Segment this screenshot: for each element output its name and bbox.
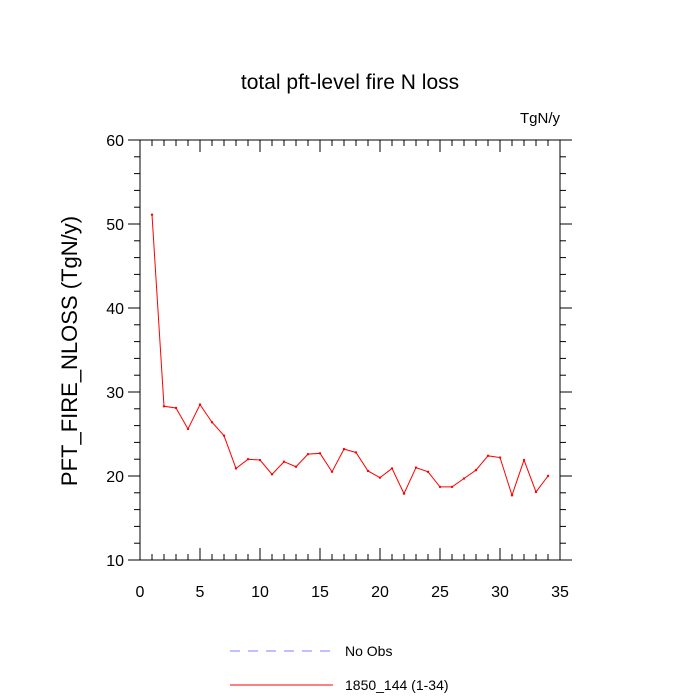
data-point bbox=[378, 476, 382, 479]
plot-frame bbox=[139, 139, 561, 561]
legend: No Obs 1850_144 (1-34) bbox=[230, 643, 449, 693]
data-point bbox=[498, 456, 502, 459]
data-point bbox=[294, 465, 298, 468]
data-point bbox=[450, 485, 454, 489]
data-point bbox=[246, 458, 250, 461]
data-point bbox=[198, 403, 202, 406]
data-point bbox=[486, 454, 490, 458]
data-point bbox=[186, 427, 190, 431]
data-point bbox=[306, 452, 310, 456]
x-tick-label: 0 bbox=[136, 584, 145, 601]
data-point bbox=[438, 485, 442, 489]
y-tick-label: 20 bbox=[106, 469, 124, 486]
chart-title: total pft-level fire N loss bbox=[241, 71, 459, 94]
data-point bbox=[282, 460, 286, 463]
data-point bbox=[390, 467, 394, 470]
x-tick-label: 15 bbox=[311, 584, 329, 601]
data-point bbox=[222, 434, 226, 437]
x-tick-label: 20 bbox=[371, 584, 389, 601]
units-label: TgN/y bbox=[520, 110, 561, 127]
legend-label: No Obs bbox=[345, 643, 392, 659]
axis-tick-labels: 0 5 10 15 20 25 30 35 10 20 30 40 50 60 bbox=[106, 133, 569, 601]
y-tick-label: 10 bbox=[106, 553, 124, 570]
data-point bbox=[414, 466, 418, 469]
y-tick-label: 50 bbox=[106, 217, 124, 234]
y-tick-label: 30 bbox=[106, 385, 124, 402]
y-tick-label: 60 bbox=[106, 133, 124, 150]
axis-ticks bbox=[128, 139, 572, 561]
data-point bbox=[510, 494, 514, 497]
data-point bbox=[162, 405, 166, 408]
data-point bbox=[402, 492, 406, 495]
data-point bbox=[270, 473, 274, 476]
data-point bbox=[426, 470, 430, 473]
data-point bbox=[462, 477, 466, 480]
data-point bbox=[354, 451, 358, 454]
data-point bbox=[534, 490, 538, 494]
data-point bbox=[366, 469, 370, 473]
data-point bbox=[210, 421, 214, 424]
data-point bbox=[522, 458, 526, 462]
data-point bbox=[150, 213, 154, 216]
data-series bbox=[150, 213, 550, 497]
data-point bbox=[474, 468, 478, 472]
x-tick-label: 10 bbox=[251, 584, 269, 601]
y-tick-label: 40 bbox=[106, 301, 124, 318]
y-axis-label: PFT_FIRE_NLOSS (TgN/y) bbox=[57, 216, 82, 486]
data-point bbox=[342, 447, 346, 451]
data-point bbox=[318, 452, 322, 455]
legend-label: 1850_144 (1-34) bbox=[345, 677, 449, 693]
data-point bbox=[330, 470, 334, 473]
x-tick-label: 35 bbox=[551, 584, 569, 601]
x-tick-label: 25 bbox=[431, 584, 449, 601]
series-line bbox=[151, 214, 549, 497]
data-point bbox=[234, 467, 238, 470]
x-tick-label: 30 bbox=[491, 584, 509, 601]
data-point bbox=[174, 406, 178, 410]
x-tick-label: 5 bbox=[196, 584, 205, 601]
data-point bbox=[258, 458, 262, 462]
data-point bbox=[546, 474, 550, 478]
